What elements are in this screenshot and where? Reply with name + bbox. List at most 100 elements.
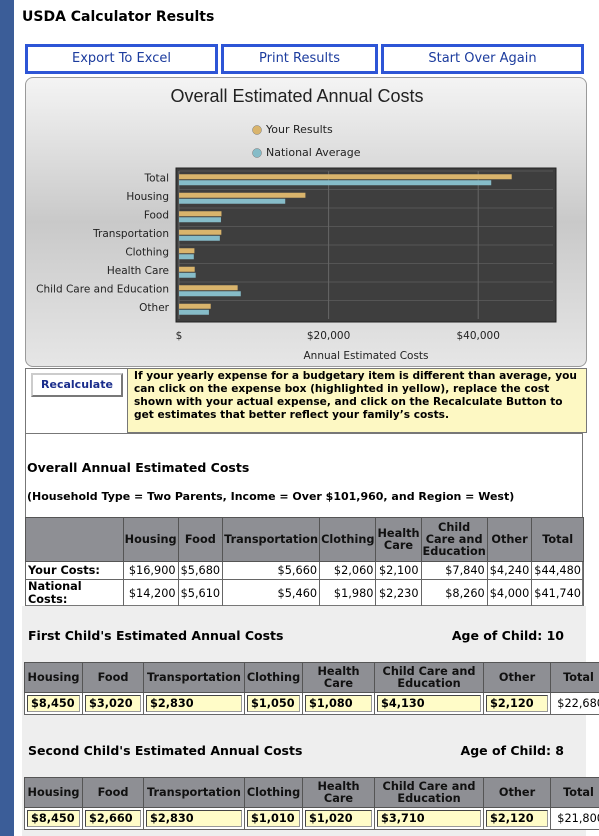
- header-cell: Transportation: [222, 517, 321, 562]
- legend-swatch: [252, 148, 262, 158]
- header-cell: Clothing: [319, 517, 377, 562]
- cost-input[interactable]: $8,450: [27, 810, 80, 827]
- child-table: Housing Food Transportation Clothing Health …: [24, 777, 599, 830]
- data-row: Your Costs: $16,900 $5,680 $5,660 $2,060 $2,1…: [25, 561, 584, 580]
- cost-cell: $2,660: [82, 807, 144, 830]
- bar: [179, 272, 196, 278]
- cost-cell: $1,010: [244, 807, 303, 830]
- cost-input[interactable]: $2,120: [486, 695, 548, 712]
- cost-cell: $8,450: [24, 807, 83, 830]
- side-stripe: [0, 0, 14, 836]
- cost-cell: $8,260: [420, 579, 488, 607]
- cost-input[interactable]: $3,020: [85, 695, 141, 712]
- total-cost: $22,680: [557, 697, 599, 710]
- data-row: $8,450 $2,660 $2,830 $1,010 $1,020 $3,710 $2,1…: [24, 807, 599, 830]
- bar: [179, 229, 222, 235]
- cost-cell: $2,830: [143, 807, 245, 830]
- header-cell: Other: [483, 777, 551, 808]
- y-tick-label: Clothing: [125, 246, 169, 258]
- bar: [179, 309, 209, 315]
- section-title: Overall Annual Estimated Costs: [27, 460, 250, 475]
- start-over-button[interactable]: Start Over Again: [381, 44, 584, 74]
- x-axis-label: Annual Estimated Costs: [303, 350, 428, 362]
- section-title: First Child's Estimated Annual Costs: [28, 628, 284, 643]
- x-tick-label: $40,000: [456, 330, 499, 342]
- cost-cell: $21,800: [550, 807, 599, 830]
- x-tick-label: $: [176, 330, 183, 342]
- cost-input[interactable]: $1,020: [305, 810, 372, 827]
- y-tick-label: Health Care: [107, 265, 169, 277]
- cost-input[interactable]: $4,130: [377, 695, 481, 712]
- recalculate-button[interactable]: Recalculate: [31, 373, 123, 397]
- y-tick-label: Transportation: [92, 228, 169, 240]
- header-cell: Other: [483, 662, 551, 693]
- header-cell: Total: [531, 517, 584, 562]
- cost-cell: $2,830: [143, 692, 245, 715]
- legend-label: National Average: [266, 146, 361, 159]
- cost-cell: $4,000: [486, 579, 533, 607]
- cost-cell: $1,080: [302, 692, 375, 715]
- bar: [179, 235, 220, 241]
- children-section: First Child's Estimated Annual Costs Age …: [22, 606, 599, 836]
- header-cell: Total: [550, 662, 599, 693]
- child-table: Housing Food Transportation Clothing Health …: [24, 662, 599, 715]
- total-cost: $21,800: [557, 812, 599, 825]
- export-button[interactable]: Export To Excel: [25, 44, 218, 74]
- cost-cell: $1,980: [319, 579, 377, 607]
- cost-cell: $5,610: [177, 579, 224, 607]
- y-tick-label: Total: [143, 172, 169, 184]
- cost-input[interactable]: $2,830: [146, 695, 242, 712]
- chart: Overall Estimated Annual Costs Your Resu…: [36, 86, 557, 362]
- bar: [179, 303, 211, 309]
- header-cell: Transportation: [143, 777, 245, 808]
- cost-input[interactable]: $8,450: [27, 695, 80, 712]
- cost-cell: $1,050: [244, 692, 303, 715]
- print-button[interactable]: Print Results: [221, 44, 378, 74]
- cost-cell: $2,060: [319, 561, 377, 580]
- header-cell: [25, 517, 124, 562]
- bar: [179, 211, 222, 217]
- row-label: National Costs:: [25, 579, 124, 607]
- y-tick-label: Child Care and Education: [36, 283, 169, 295]
- header-cell: Transportation: [143, 662, 245, 693]
- cost-cell: $5,680: [177, 561, 224, 580]
- header-cell: Other: [486, 517, 533, 562]
- cost-cell: $1,020: [302, 807, 375, 830]
- header-row: Housing Food Transportation Clothing Health …: [24, 777, 599, 808]
- bar: [179, 198, 286, 204]
- cost-input[interactable]: $1,050: [247, 695, 300, 712]
- child-age: Age of Child: 8: [460, 743, 564, 758]
- bar: [179, 291, 241, 297]
- y-tick-label: Housing: [126, 191, 169, 203]
- cost-cell: $14,200: [122, 579, 179, 607]
- section-subtitle: (Household Type = Two Parents, Income = …: [27, 490, 515, 503]
- cost-cell: $4,130: [374, 692, 484, 715]
- x-tick-label: $20,000: [307, 330, 350, 342]
- cost-input[interactable]: $1,080: [305, 695, 372, 712]
- header-cell: Housing: [24, 662, 83, 693]
- bar: [179, 285, 238, 291]
- cost-input[interactable]: $2,660: [85, 810, 141, 827]
- y-tick-label: Food: [144, 209, 169, 221]
- header-cell: Child Care and Education: [374, 662, 484, 693]
- header-cell: Total: [550, 777, 599, 808]
- cost-input[interactable]: $3,710: [377, 810, 481, 827]
- cost-cell: $2,100: [375, 561, 422, 580]
- legend-label: Your Results: [265, 123, 333, 136]
- cost-cell: $2,120: [483, 807, 551, 830]
- cost-input[interactable]: $2,120: [486, 810, 548, 827]
- cost-input[interactable]: $1,010: [247, 810, 300, 827]
- cost-cell: $16,900: [122, 561, 179, 580]
- header-cell: Housing: [24, 777, 83, 808]
- cost-cell: $5,460: [222, 579, 321, 607]
- header-cell: Clothing: [244, 777, 303, 808]
- header-row: Housing Food Transportation Clothing Health …: [25, 517, 584, 562]
- data-row: $8,450 $3,020 $2,830 $1,050 $1,080 $4,130 $2,1…: [24, 692, 599, 715]
- header-cell: Child Care and Education: [374, 777, 484, 808]
- cost-cell: $41,740: [531, 579, 584, 607]
- cost-input[interactable]: $2,830: [146, 810, 242, 827]
- recalculate-box: Recalculate: [25, 368, 128, 434]
- header-cell: Child Care and Education: [420, 517, 488, 562]
- bar: [179, 266, 195, 272]
